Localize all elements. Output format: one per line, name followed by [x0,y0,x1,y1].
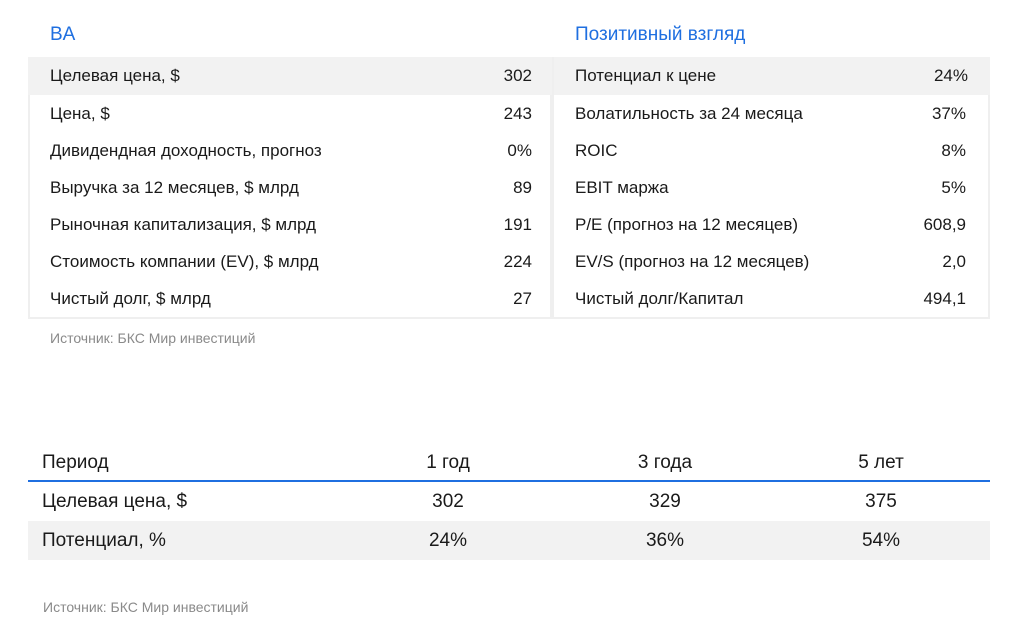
table-row: Целевая цена, $ 302 329 375 [28,482,990,521]
stats-left-body: Цена, $ 243 Дивидендная доходность, прог… [30,95,550,317]
stats-row: Чистый долг/Капитал 494,1 [554,280,988,317]
stat-value: 224 [503,252,532,271]
table-cell: 375 [865,491,897,512]
stat-label: Цена, $ [50,104,110,123]
header-cell: 3 года [637,452,693,473]
stat-value: 24% [933,66,968,85]
table-cell: 36% [645,530,685,551]
view-title: Позитивный взгляд [575,24,746,45]
stat-value: 302 [503,66,532,85]
stat-label: Чистый долг, $ млрд [50,289,211,308]
period-table: Период 1 год 3 года 5 лет Целевая цена, … [28,444,990,560]
stat-label: Чистый долг/Капитал [575,289,744,308]
stats-table: Целевая цена, $ 302 Цена, $ 243 Дивиденд… [28,57,990,319]
stats-row: Чистый долг, $ млрд 27 [30,280,550,317]
stat-value: 608,9 [923,215,966,234]
stats-row: EV/S (прогноз на 12 месяцев) 2,0 [554,243,988,280]
stat-label: EV/S (прогноз на 12 месяцев) [575,252,810,271]
stat-label: Волатильность за 24 месяца [575,104,803,123]
stats-row: P/E (прогноз на 12 месяцев) 608,9 [554,206,988,243]
header-cell: Период [42,452,109,473]
stat-value: 37% [931,104,966,123]
stat-value: 243 [503,104,532,123]
table-cell: 302 [432,491,464,512]
stats-row: ROIC 8% [554,132,988,169]
stats-right-body: Волатильность за 24 месяца 37% ROIC 8% E… [554,95,988,317]
stats-row: Рыночная капитализация, $ млрд 191 [30,206,550,243]
stat-value: 89 [513,178,532,197]
table-cell: 24% [428,530,468,551]
stats-row: Стоимость компании (EV), $ млрд 224 [30,243,550,280]
table-cell: Целевая цена, $ [42,491,188,512]
stat-label: Выручка за 12 месяцев, $ млрд [50,178,299,197]
source-note: Источник: БКС Мир инвестиций [50,330,256,346]
stats-row: Волатильность за 24 месяца 37% [554,95,988,132]
stat-value: 5% [941,178,966,197]
stat-label: P/E (прогноз на 12 месяцев) [575,215,799,234]
stats-row: Целевая цена, $ 302 [28,57,552,95]
stats-row: Выручка за 12 месяцев, $ млрд 89 [30,169,550,206]
table-cell: 329 [649,491,681,512]
stats-row: Цена, $ 243 [30,95,550,132]
stat-value: 2,0 [942,252,966,271]
table-cell: Потенциал, % [42,530,166,551]
stats-row: EBIT маржа 5% [554,169,988,206]
stats-row: Дивидендная доходность, прогноз 0% [30,132,550,169]
stat-label: Стоимость компании (EV), $ млрд [50,252,319,271]
stats-right-column: Потенциал к цене 24% Волатильность за 24… [554,57,990,317]
stats-left-column: Целевая цена, $ 302 Цена, $ 243 Дивиденд… [28,57,552,317]
stat-value: 8% [941,141,966,160]
stats-row: Потенциал к цене 24% [554,57,990,95]
stat-label: Потенциал к цене [575,66,717,85]
ticker-title: BA [50,24,76,45]
table-cell: 54% [861,530,901,551]
header-cell: 5 лет [858,452,904,473]
stat-label: ROIC [575,141,618,160]
period-table-header: Период 1 год 3 года 5 лет [28,444,990,482]
stat-label: Дивидендная доходность, прогноз [50,141,322,160]
header-cell: 1 год [426,452,470,473]
table-row: Потенциал, % 24% 36% 54% [28,521,990,560]
stat-label: Рыночная капитализация, $ млрд [50,215,316,234]
stat-label: Целевая цена, $ [50,66,180,85]
stat-value: 0% [507,141,532,160]
source-note: Источник: БКС Мир инвестиций [43,599,249,615]
stat-label: EBIT маржа [575,178,669,197]
stat-value: 27 [513,289,532,308]
stat-value: 494,1 [923,289,966,308]
stat-value: 191 [503,215,532,234]
